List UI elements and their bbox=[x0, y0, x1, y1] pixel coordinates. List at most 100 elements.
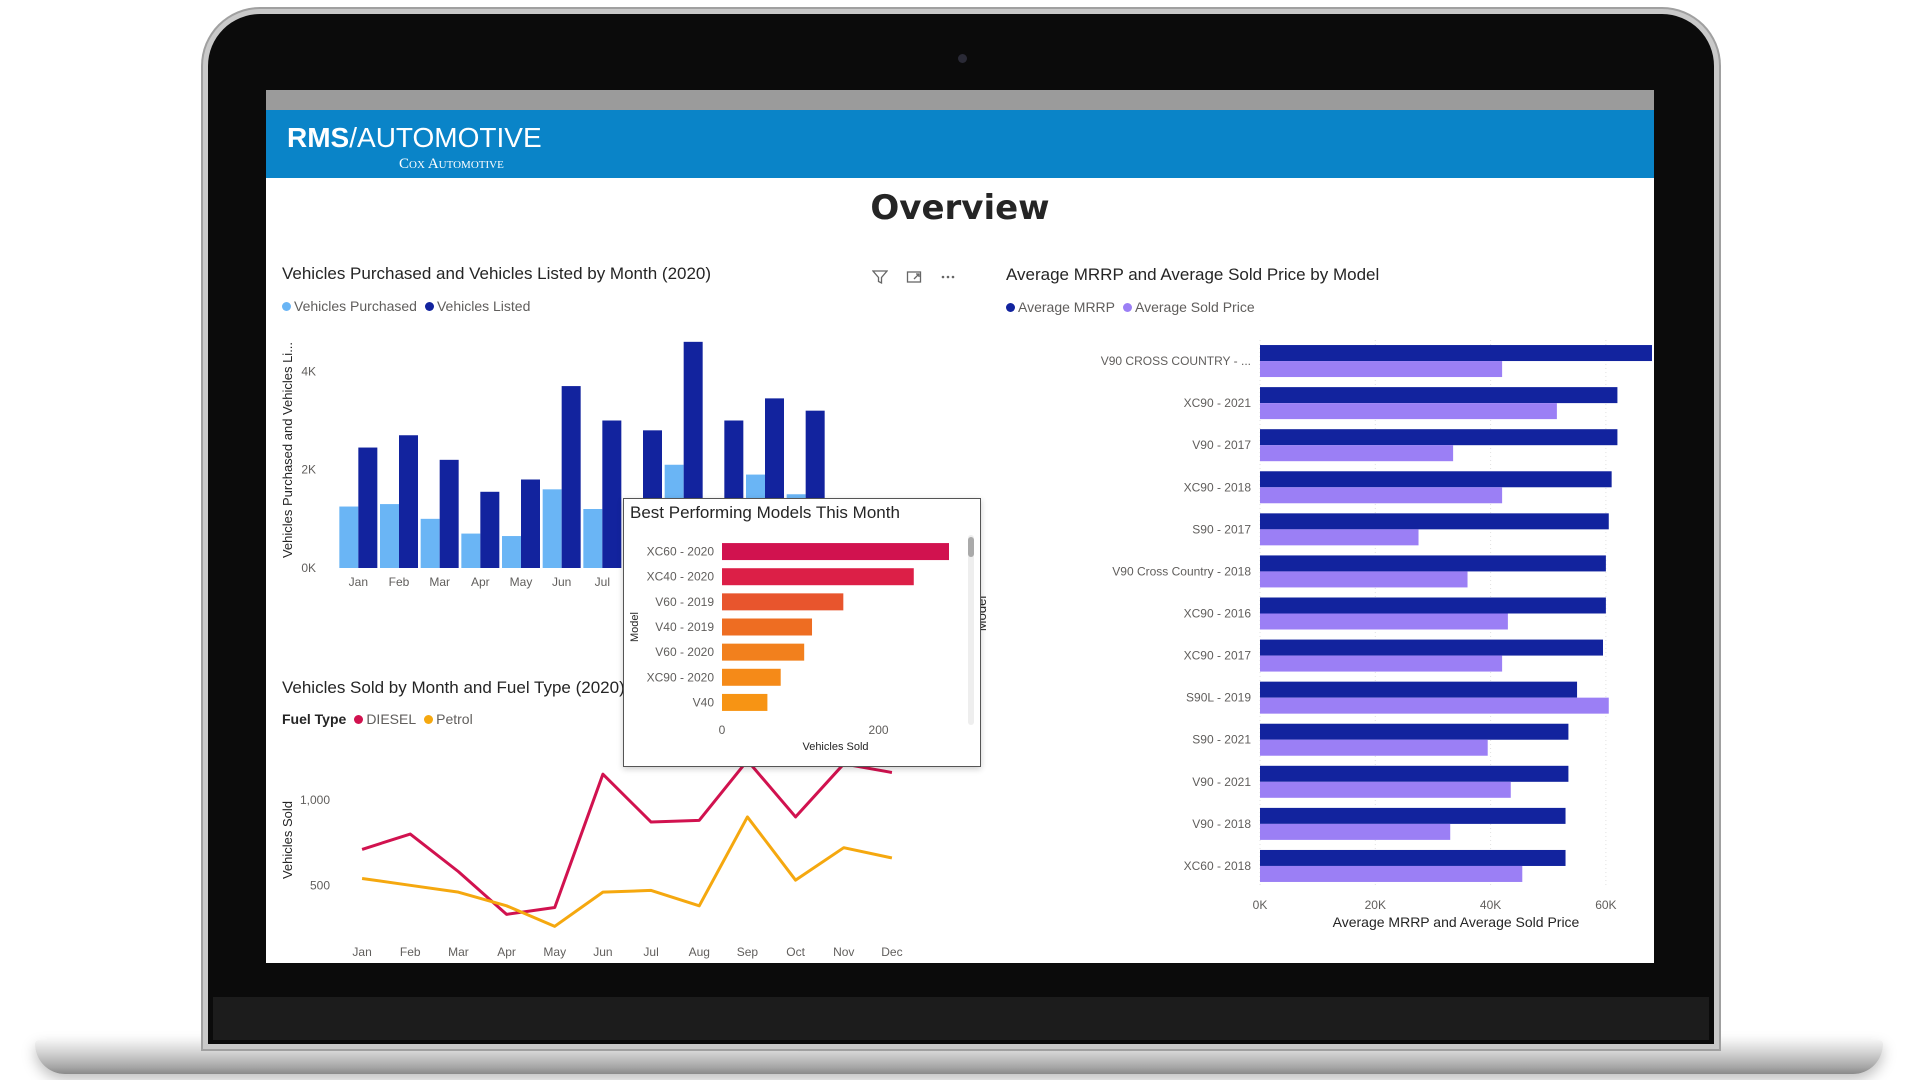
y-tick-label: S90L - 2019 bbox=[1186, 691, 1251, 705]
chart-sold-fuel: 500 1,000 Vehicles Sold Jan Feb Mar Apr May Jun J… bbox=[280, 759, 903, 963]
x-tick-label: 40K bbox=[1480, 898, 1501, 912]
bar-average-mrrp bbox=[1260, 471, 1612, 488]
y-tick-label: 1,000 bbox=[300, 793, 330, 807]
bar-average-sold-price bbox=[1260, 823, 1451, 840]
x-tick-label: Apr bbox=[471, 575, 490, 589]
bezel-bottom bbox=[213, 997, 1709, 1040]
y-tick-label: V40 - 2019 bbox=[655, 620, 714, 634]
x-tick-label: 0 bbox=[719, 723, 726, 737]
more-options-icon[interactable] bbox=[937, 266, 959, 288]
legend-item-mrrp[interactable]: Average MRRP bbox=[1006, 299, 1115, 315]
bar-average-sold-price bbox=[1260, 739, 1488, 756]
y-tick-label: V90 Cross Country - 2018 bbox=[1112, 564, 1251, 578]
legend-title-fuel-type: Fuel Type bbox=[282, 711, 347, 727]
y-tick-label: 2K bbox=[301, 463, 316, 477]
y-tick-label: 0K bbox=[301, 561, 316, 575]
report-screen: RMS/AUTOMOTIVE Cox Automotive Overview V… bbox=[266, 90, 1654, 963]
bar-vehicles-purchased bbox=[542, 489, 562, 568]
bar-average-mrrp bbox=[1260, 681, 1578, 698]
legend-swatch-diesel bbox=[354, 714, 364, 724]
y-tick-label: 500 bbox=[310, 878, 330, 892]
tooltip-best-models: Best Performing Models This Month XC60 -… bbox=[623, 498, 981, 767]
x-tick-label: Sep bbox=[737, 945, 759, 959]
y-tick-label: XC60 - 2020 bbox=[647, 545, 715, 559]
bar-vehicles-listed bbox=[439, 459, 459, 568]
legend-swatch-mrrp bbox=[1006, 302, 1015, 312]
focus-mode-icon[interactable] bbox=[903, 266, 925, 288]
bar-average-sold-price bbox=[1260, 403, 1557, 420]
legend-item-petrol[interactable]: Petrol bbox=[424, 711, 473, 727]
bar-average-mrrp bbox=[1260, 639, 1603, 656]
x-axis-label: Vehicles Sold bbox=[802, 741, 868, 753]
page-title: Overview bbox=[870, 188, 1050, 228]
bar-average-mrrp bbox=[1260, 345, 1652, 362]
line-diesel bbox=[361, 759, 893, 916]
x-tick-label: Jul bbox=[643, 945, 658, 959]
x-tick-label: Mar bbox=[448, 945, 469, 959]
y-axis-label: Vehicles Purchased and Vehicles Li... bbox=[280, 342, 295, 558]
bar-average-mrrp bbox=[1260, 429, 1618, 446]
bar-vehicles-listed bbox=[521, 479, 540, 568]
y-tick-label: V90 - 2021 bbox=[1192, 775, 1251, 789]
bar-vehicles-sold bbox=[722, 668, 781, 686]
visual-header-icons bbox=[869, 266, 959, 288]
bar-vehicles-sold bbox=[722, 693, 768, 711]
y-tick-label: XC90 - 2018 bbox=[1184, 480, 1252, 494]
x-tick-label: Dec bbox=[881, 945, 902, 959]
y-tick-label: V90 - 2017 bbox=[1192, 438, 1251, 452]
y-tick-label: V90 - 2018 bbox=[1192, 817, 1251, 831]
chart-mrrp-sold: 0K 20K 40K 60K Average MRRP and Average Sold… bbox=[974, 340, 1652, 930]
x-tick-label: Jun bbox=[552, 575, 571, 589]
header-banner: RMS/AUTOMOTIVE Cox Automotive bbox=[266, 110, 1654, 178]
bar-vehicles-listed bbox=[399, 435, 418, 568]
bar-vehicles-purchased bbox=[502, 536, 521, 568]
legend-item-diesel[interactable]: DIESEL bbox=[354, 711, 416, 727]
legend-mrrp-sold: Average MRRP Average Sold Price bbox=[1006, 299, 1259, 315]
legend-swatch-listed bbox=[424, 301, 434, 311]
chart-title-mrrp-sold: Average MRRP and Average Sold Price by M… bbox=[1006, 265, 1380, 284]
filter-icon[interactable] bbox=[869, 266, 891, 288]
bar-average-sold-price bbox=[1260, 361, 1503, 378]
bar-vehicles-sold bbox=[722, 568, 914, 586]
camera-icon bbox=[958, 54, 967, 63]
x-tick-label: Jun bbox=[593, 945, 612, 959]
y-tick-label: XC90 - 2020 bbox=[647, 670, 715, 684]
x-axis-label: Month bbox=[609, 961, 645, 963]
y-tick-label: XC90 - 2016 bbox=[1184, 607, 1252, 621]
y-tick-label: V60 - 2019 bbox=[655, 595, 714, 609]
x-axis-label: Average MRRP and Average Sold Price bbox=[1333, 914, 1580, 930]
bar-vehicles-purchased bbox=[461, 533, 481, 568]
bar-average-sold-price bbox=[1260, 445, 1454, 462]
bar-average-sold-price bbox=[1260, 655, 1503, 672]
x-tick-label: 200 bbox=[869, 723, 889, 737]
bar-vehicles-purchased bbox=[420, 518, 440, 568]
logo: RMS/AUTOMOTIVE bbox=[287, 122, 542, 153]
y-tick-label: V90 CROSS COUNTRY - ... bbox=[1101, 354, 1251, 368]
x-tick-label: 0K bbox=[1253, 898, 1268, 912]
legend-item-purchased[interactable]: Vehicles Purchased bbox=[282, 298, 417, 314]
y-tick-label: 4K bbox=[301, 364, 316, 378]
x-tick-label: Jan bbox=[349, 575, 368, 589]
bar-average-mrrp bbox=[1260, 723, 1569, 740]
legend-swatch-sold-price bbox=[1123, 302, 1133, 312]
legend-item-sold-price[interactable]: Average Sold Price bbox=[1123, 299, 1255, 315]
tooltip-scrollbar[interactable] bbox=[968, 535, 974, 725]
legend-swatch-petrol bbox=[424, 714, 434, 724]
legend-sold-fuel: Fuel Type DIESEL Petrol bbox=[282, 711, 477, 727]
legend-item-listed[interactable]: Vehicles Listed bbox=[424, 298, 530, 314]
y-tick-label: S90 - 2021 bbox=[1192, 733, 1251, 747]
bar-vehicles-sold bbox=[722, 543, 949, 561]
bar-vehicles-purchased bbox=[583, 509, 603, 568]
x-tick-label: May bbox=[543, 945, 566, 959]
bar-average-mrrp bbox=[1260, 807, 1566, 824]
y-tick-label: XC60 - 2018 bbox=[1184, 859, 1252, 873]
y-axis-label: Vehicles Sold bbox=[280, 801, 295, 879]
tooltip-scroll-thumb[interactable] bbox=[968, 537, 974, 557]
bar-vehicles-listed bbox=[480, 491, 500, 568]
chart-best-models: XC60 - 2020 XC40 - 2020 V60 - 2019 V40 - 20… bbox=[629, 543, 949, 753]
x-tick-label: Jan bbox=[352, 945, 371, 959]
x-tick-label: 60K bbox=[1595, 898, 1616, 912]
line-petrol bbox=[361, 815, 893, 928]
y-axis-label: Model bbox=[629, 612, 641, 642]
bar-average-mrrp bbox=[1260, 513, 1609, 530]
